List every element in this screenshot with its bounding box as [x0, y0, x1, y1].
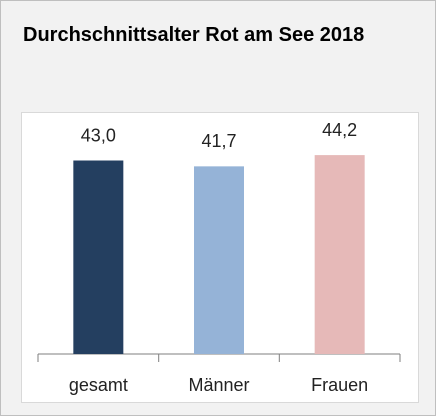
- value-label: 41,7: [201, 131, 236, 151]
- bar: [314, 155, 365, 354]
- chart-title: Durchschnittsalter Rot am See 2018: [23, 24, 365, 46]
- bar: [73, 160, 124, 354]
- bar: [194, 166, 244, 354]
- x-tick-label: Frauen: [311, 375, 368, 395]
- x-tick-label: gesamt: [69, 375, 128, 395]
- x-tick-label: Männer: [188, 375, 249, 395]
- value-label: 43,0: [81, 125, 116, 145]
- value-label: 44,2: [322, 120, 357, 140]
